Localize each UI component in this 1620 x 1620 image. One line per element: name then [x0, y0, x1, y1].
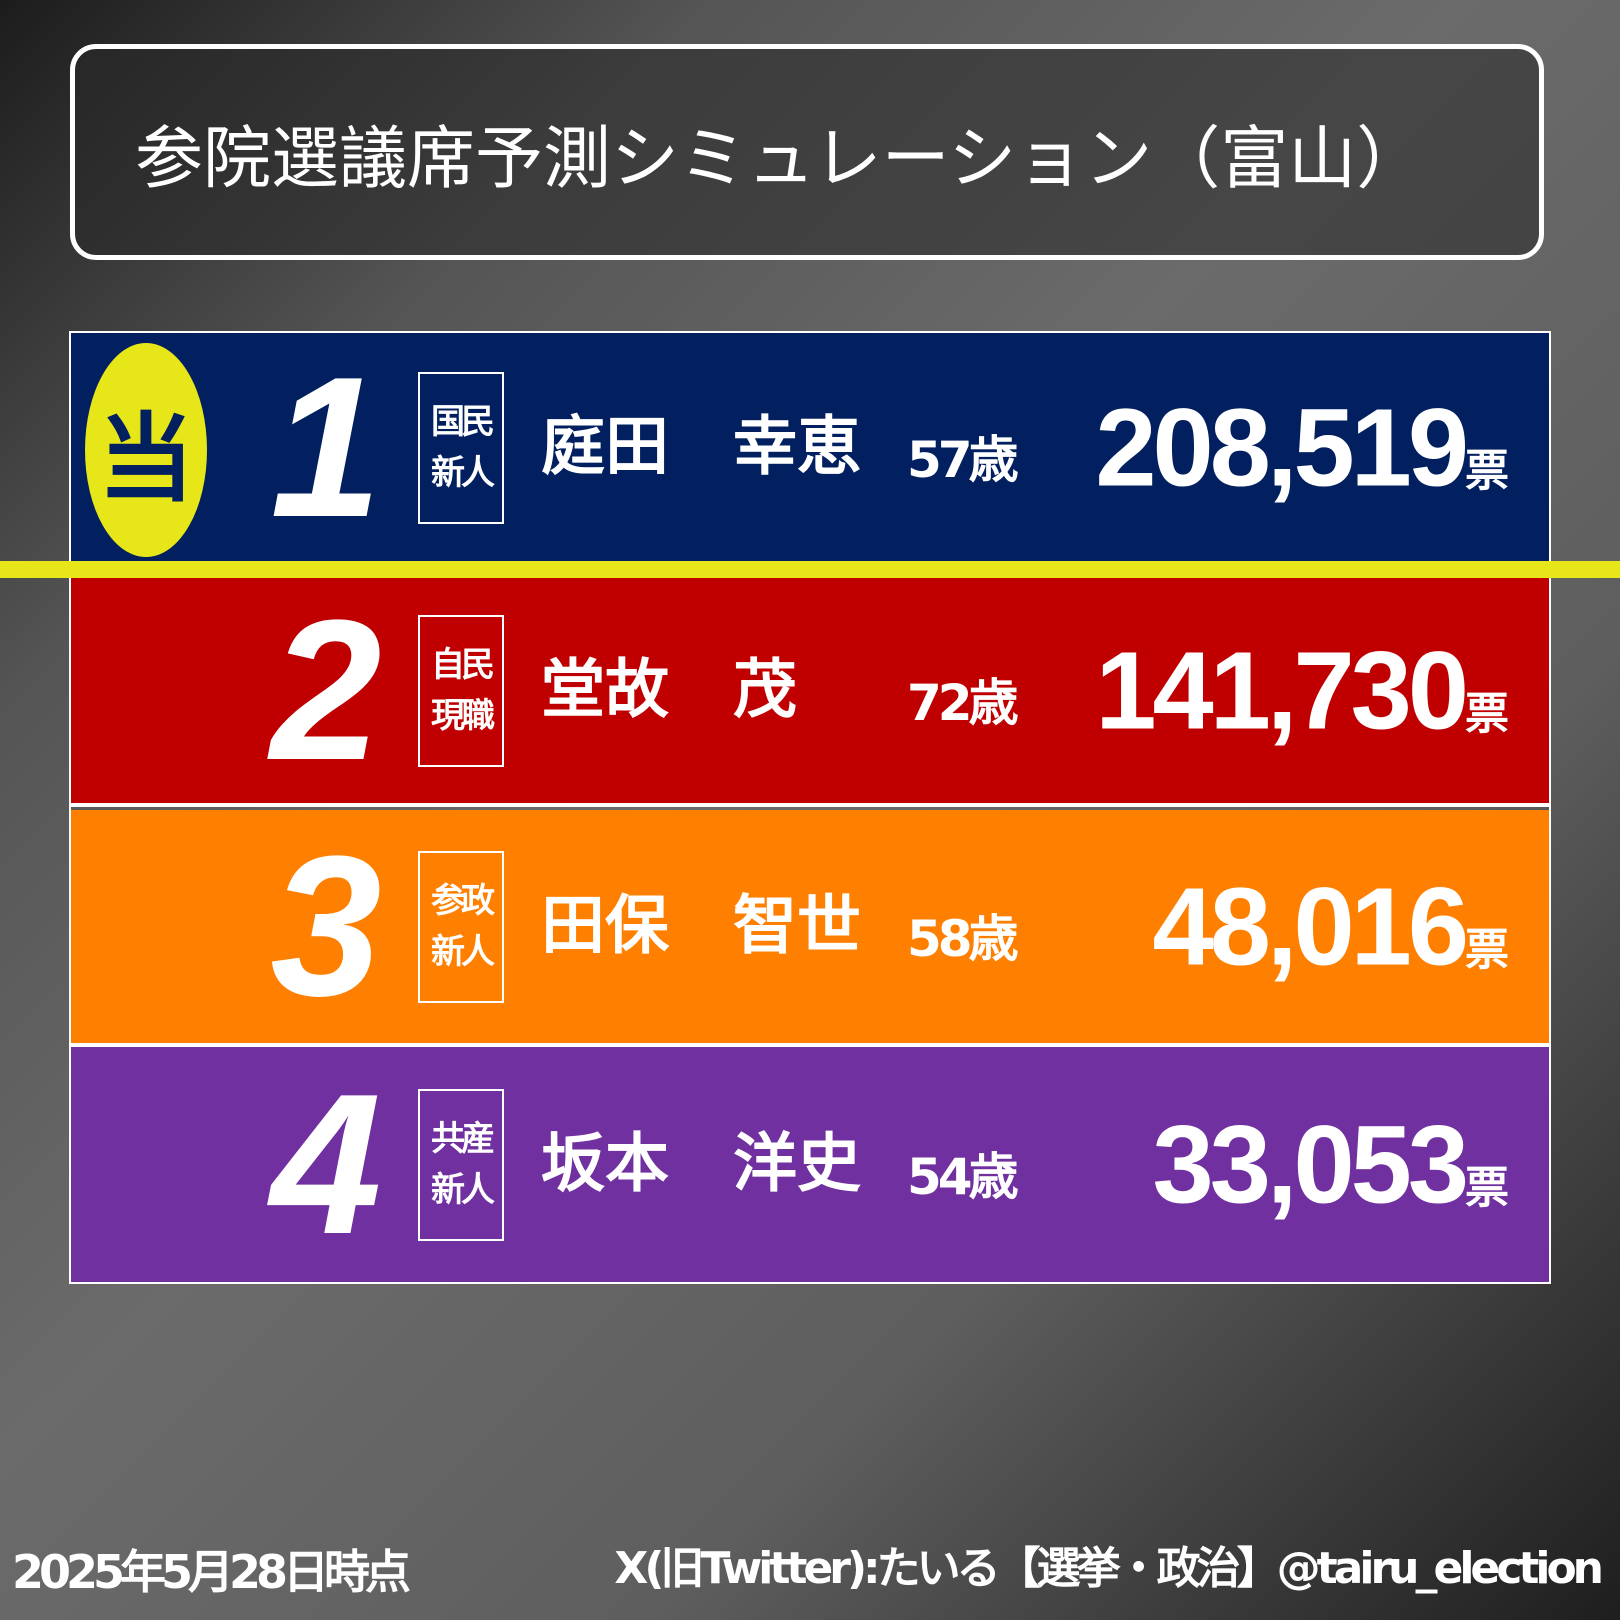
as-of-date: 2025年5月28日時点 [12, 1545, 411, 1599]
candidate-name: 坂本 洋史 [541, 1127, 861, 1202]
party: 共産 [431, 1118, 495, 1159]
candidate-row-3: 3 参政新人 田保 智世 58歳 48,016票 [71, 810, 1549, 1047]
vote-count: 33,053 [1152, 1103, 1469, 1226]
candidate-row-2: 2 自民現職 堂故 茂 72歳 141,730票 [71, 578, 1549, 807]
results-table: 当 1 国民 新人 庭田 幸恵 57歳 208,519票 2 自民 現職 堂故 茂 … [69, 331, 1551, 1284]
candidate-row-1: 当 1 国民新人 庭田 幸恵 57歳 208,519票 [71, 333, 1549, 563]
party-box: 国民 新人 [418, 372, 504, 524]
elected-badge: 当 [85, 343, 207, 557]
page-title: 参院選議席予測シミュレーション（富山） [135, 119, 1425, 199]
age: 72歳 [907, 673, 1019, 732]
status: 新人 [431, 1169, 495, 1210]
rank: 3 [270, 814, 382, 1038]
status: 新人 [431, 453, 495, 493]
vote-count: 208,519 [1095, 386, 1469, 510]
votes: 48,016票 [1153, 866, 1509, 987]
vote-count: 48,016 [1152, 865, 1469, 988]
elected-cutoff-line [0, 561, 1620, 578]
party-box: 参政 新人 [418, 850, 504, 1003]
age: 57歳 [907, 431, 1019, 489]
party-box: 自民 現職 [418, 614, 504, 767]
votes: 141,730票 [1095, 630, 1509, 751]
party: 自民 [431, 644, 495, 685]
status: 新人 [431, 931, 495, 972]
rank: 4 [270, 1052, 382, 1276]
vote-unit: 票 [1465, 689, 1509, 738]
vote-unit: 票 [1465, 925, 1509, 974]
vote-count: 141,730 [1095, 629, 1469, 752]
votes: 33,053票 [1153, 1104, 1509, 1225]
candidate-name: 堂故 茂 [541, 653, 797, 728]
age: 54歳 [907, 1147, 1019, 1206]
rank: 2 [270, 578, 382, 802]
candidate-name: 庭田 幸恵 [541, 410, 861, 485]
votes: 208,519票 [1095, 388, 1509, 509]
title-box: 参院選議席予測シミュレーション（富山） [70, 44, 1544, 260]
vote-unit: 票 [1465, 446, 1509, 496]
credit: X(旧Twitter):たいる【選挙・政治】@tairu_election [614, 1543, 1604, 1594]
party: 国民 [431, 402, 495, 442]
rank: 1 [270, 336, 382, 559]
vote-unit: 票 [1465, 1163, 1509, 1212]
candidate-name: 田保 智世 [541, 889, 861, 964]
status: 現職 [431, 695, 495, 736]
age: 58歳 [907, 909, 1019, 968]
party-box: 共産 新人 [418, 1088, 504, 1241]
party: 参政 [431, 880, 495, 921]
candidate-row-4: 4 共産新人 坂本 洋史 54歳 33,053票 [71, 1047, 1549, 1282]
